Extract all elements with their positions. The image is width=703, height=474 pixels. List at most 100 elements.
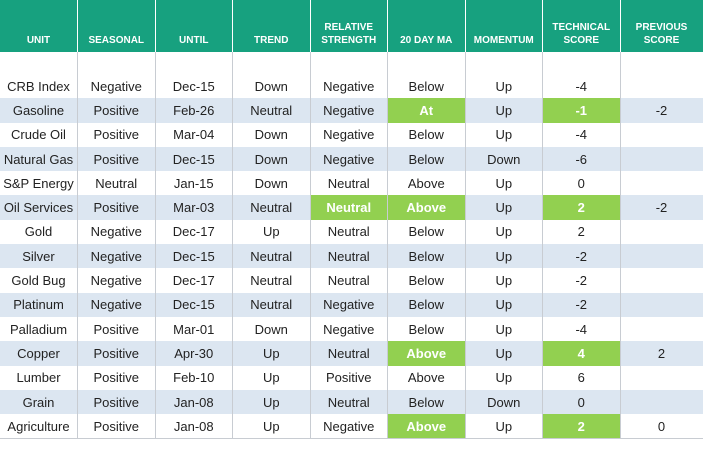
table-cell: Agriculture [0, 414, 78, 440]
table-cell: Oil Services [0, 195, 78, 220]
table-cell [620, 146, 703, 172]
table-cell: Neutral [310, 244, 388, 269]
table-cell: 0 [620, 414, 703, 440]
column-header: UNIT [0, 0, 78, 52]
table-cell: Platinum [0, 292, 78, 317]
column-header: PREVIOUS SCORE [620, 0, 703, 52]
table-cell [620, 389, 703, 415]
table-cell: 0 [542, 171, 621, 196]
column-header: TREND [232, 0, 311, 52]
table-cell: Up [465, 268, 543, 293]
table-cell: Positive [77, 316, 156, 342]
table-cell: Positive [77, 341, 156, 366]
table-cell: 0 [542, 389, 621, 415]
table-cell: Up [232, 341, 311, 366]
table-cell: 6 [542, 365, 621, 390]
table-cell: Neutral [232, 195, 311, 220]
table-cell: Neutral [232, 292, 311, 317]
table-cell: Positive [77, 98, 156, 123]
table-cell: -1 [542, 98, 621, 123]
table-cell: Feb-26 [155, 98, 233, 123]
table-row: Crude Oil Positive Mar-04 Down Negative Below… [0, 122, 703, 147]
table-cell: Neutral [77, 171, 156, 196]
table-row: Palladium Positive Mar-01 Down Negative Below… [0, 316, 703, 342]
table-row: Grain Positive Jan-08 Up Neutral Below Down 0 [0, 389, 703, 415]
table-row: Natural Gas Positive Dec-15 Down Negative Bel… [0, 146, 703, 172]
table-cell: Feb-10 [155, 365, 233, 390]
table-cell: Silver [0, 244, 78, 269]
table-cell [620, 219, 703, 245]
table-cell: -4 [542, 122, 621, 147]
table-cell: Below [387, 244, 466, 269]
column-header: 20 DAY MA [387, 0, 466, 52]
table-cell [620, 365, 703, 390]
table-body: CRB Index Negative Dec-15 Down Negative Below… [0, 52, 703, 440]
table-cell: Lumber [0, 365, 78, 390]
table-cell: Neutral [310, 341, 388, 366]
table-cell: -2 [542, 292, 621, 317]
table-cell: Negative [77, 244, 156, 269]
table-cell: Positive [77, 195, 156, 220]
header-row: UNIT SEASONAL UNTIL TREND RELATIVE STRENGTH 2… [0, 0, 703, 52]
table-cell: 2 [542, 219, 621, 245]
table-row: Gasoline Positive Feb-26 Neutral Negative At U… [0, 98, 703, 123]
table-cell: Up [465, 414, 543, 440]
table-cell: Neutral [232, 98, 311, 123]
table-cell [620, 244, 703, 269]
table-cell: Neutral [310, 268, 388, 293]
table-cell: Negative [310, 316, 388, 342]
table-cell: 2 [542, 195, 621, 220]
table-cell: Copper [0, 341, 78, 366]
table-cell: Up [465, 98, 543, 123]
table-cell: Below [387, 316, 466, 342]
table-cell: Negative [310, 122, 388, 147]
table-cell [620, 268, 703, 293]
table-row: Agriculture Positive Jan-08 Up Negative Above… [0, 414, 703, 440]
table-cell: Below [387, 219, 466, 245]
table-cell: Mar-01 [155, 316, 233, 342]
table-cell: 4 [542, 341, 621, 366]
table-row: Copper Positive Apr-30 Up Neutral Above Up 4 2 [0, 341, 703, 366]
table-cell: Below [387, 74, 466, 99]
table-cell: Up [465, 219, 543, 245]
table-cell [620, 171, 703, 196]
table-cell: Gold [0, 219, 78, 245]
table-cell: Up [232, 389, 311, 415]
table-cell: Above [387, 341, 466, 366]
table-cell: Down [232, 316, 311, 342]
table-cell: Negative [77, 219, 156, 245]
table-cell: Gold Bug [0, 268, 78, 293]
column-header: TECHNICAL SCORE [542, 0, 621, 52]
table-cell: Up [465, 244, 543, 269]
table-cell: Positive [310, 365, 388, 390]
table-cell: Positive [77, 146, 156, 172]
table-cell: At [387, 98, 466, 123]
table-cell: Neutral [310, 171, 388, 196]
table-cell: Up [465, 195, 543, 220]
table-cell: Up [465, 341, 543, 366]
table-cell: Down [232, 122, 311, 147]
table-cell [620, 316, 703, 342]
table-cell: Dec-15 [155, 146, 233, 172]
table-cell: Down [232, 74, 311, 99]
table-cell: Down [232, 146, 311, 172]
column-header: SEASONAL [77, 0, 156, 52]
table-cell: -2 [620, 98, 703, 123]
table-cell: Above [387, 414, 466, 440]
table-row: CRB Index Negative Dec-15 Down Negative Below… [0, 74, 703, 99]
table-cell: Up [232, 365, 311, 390]
table-row: Gold Bug Negative Dec-17 Neutral Neutral Belo… [0, 268, 703, 293]
table-cell: Negative [77, 74, 156, 99]
table-cell: Positive [77, 414, 156, 440]
table-cell: Below [387, 292, 466, 317]
column-header: MOMENTUM [465, 0, 543, 52]
table-cell: Positive [77, 389, 156, 415]
table-cell: Negative [77, 268, 156, 293]
spacer-row [0, 52, 703, 74]
table-cell: Natural Gas [0, 146, 78, 172]
table-cell: Dec-15 [155, 74, 233, 99]
table-cell: Dec-17 [155, 268, 233, 293]
table-cell: Neutral [232, 244, 311, 269]
table-cell: Neutral [310, 219, 388, 245]
table-cell: 2 [620, 341, 703, 366]
